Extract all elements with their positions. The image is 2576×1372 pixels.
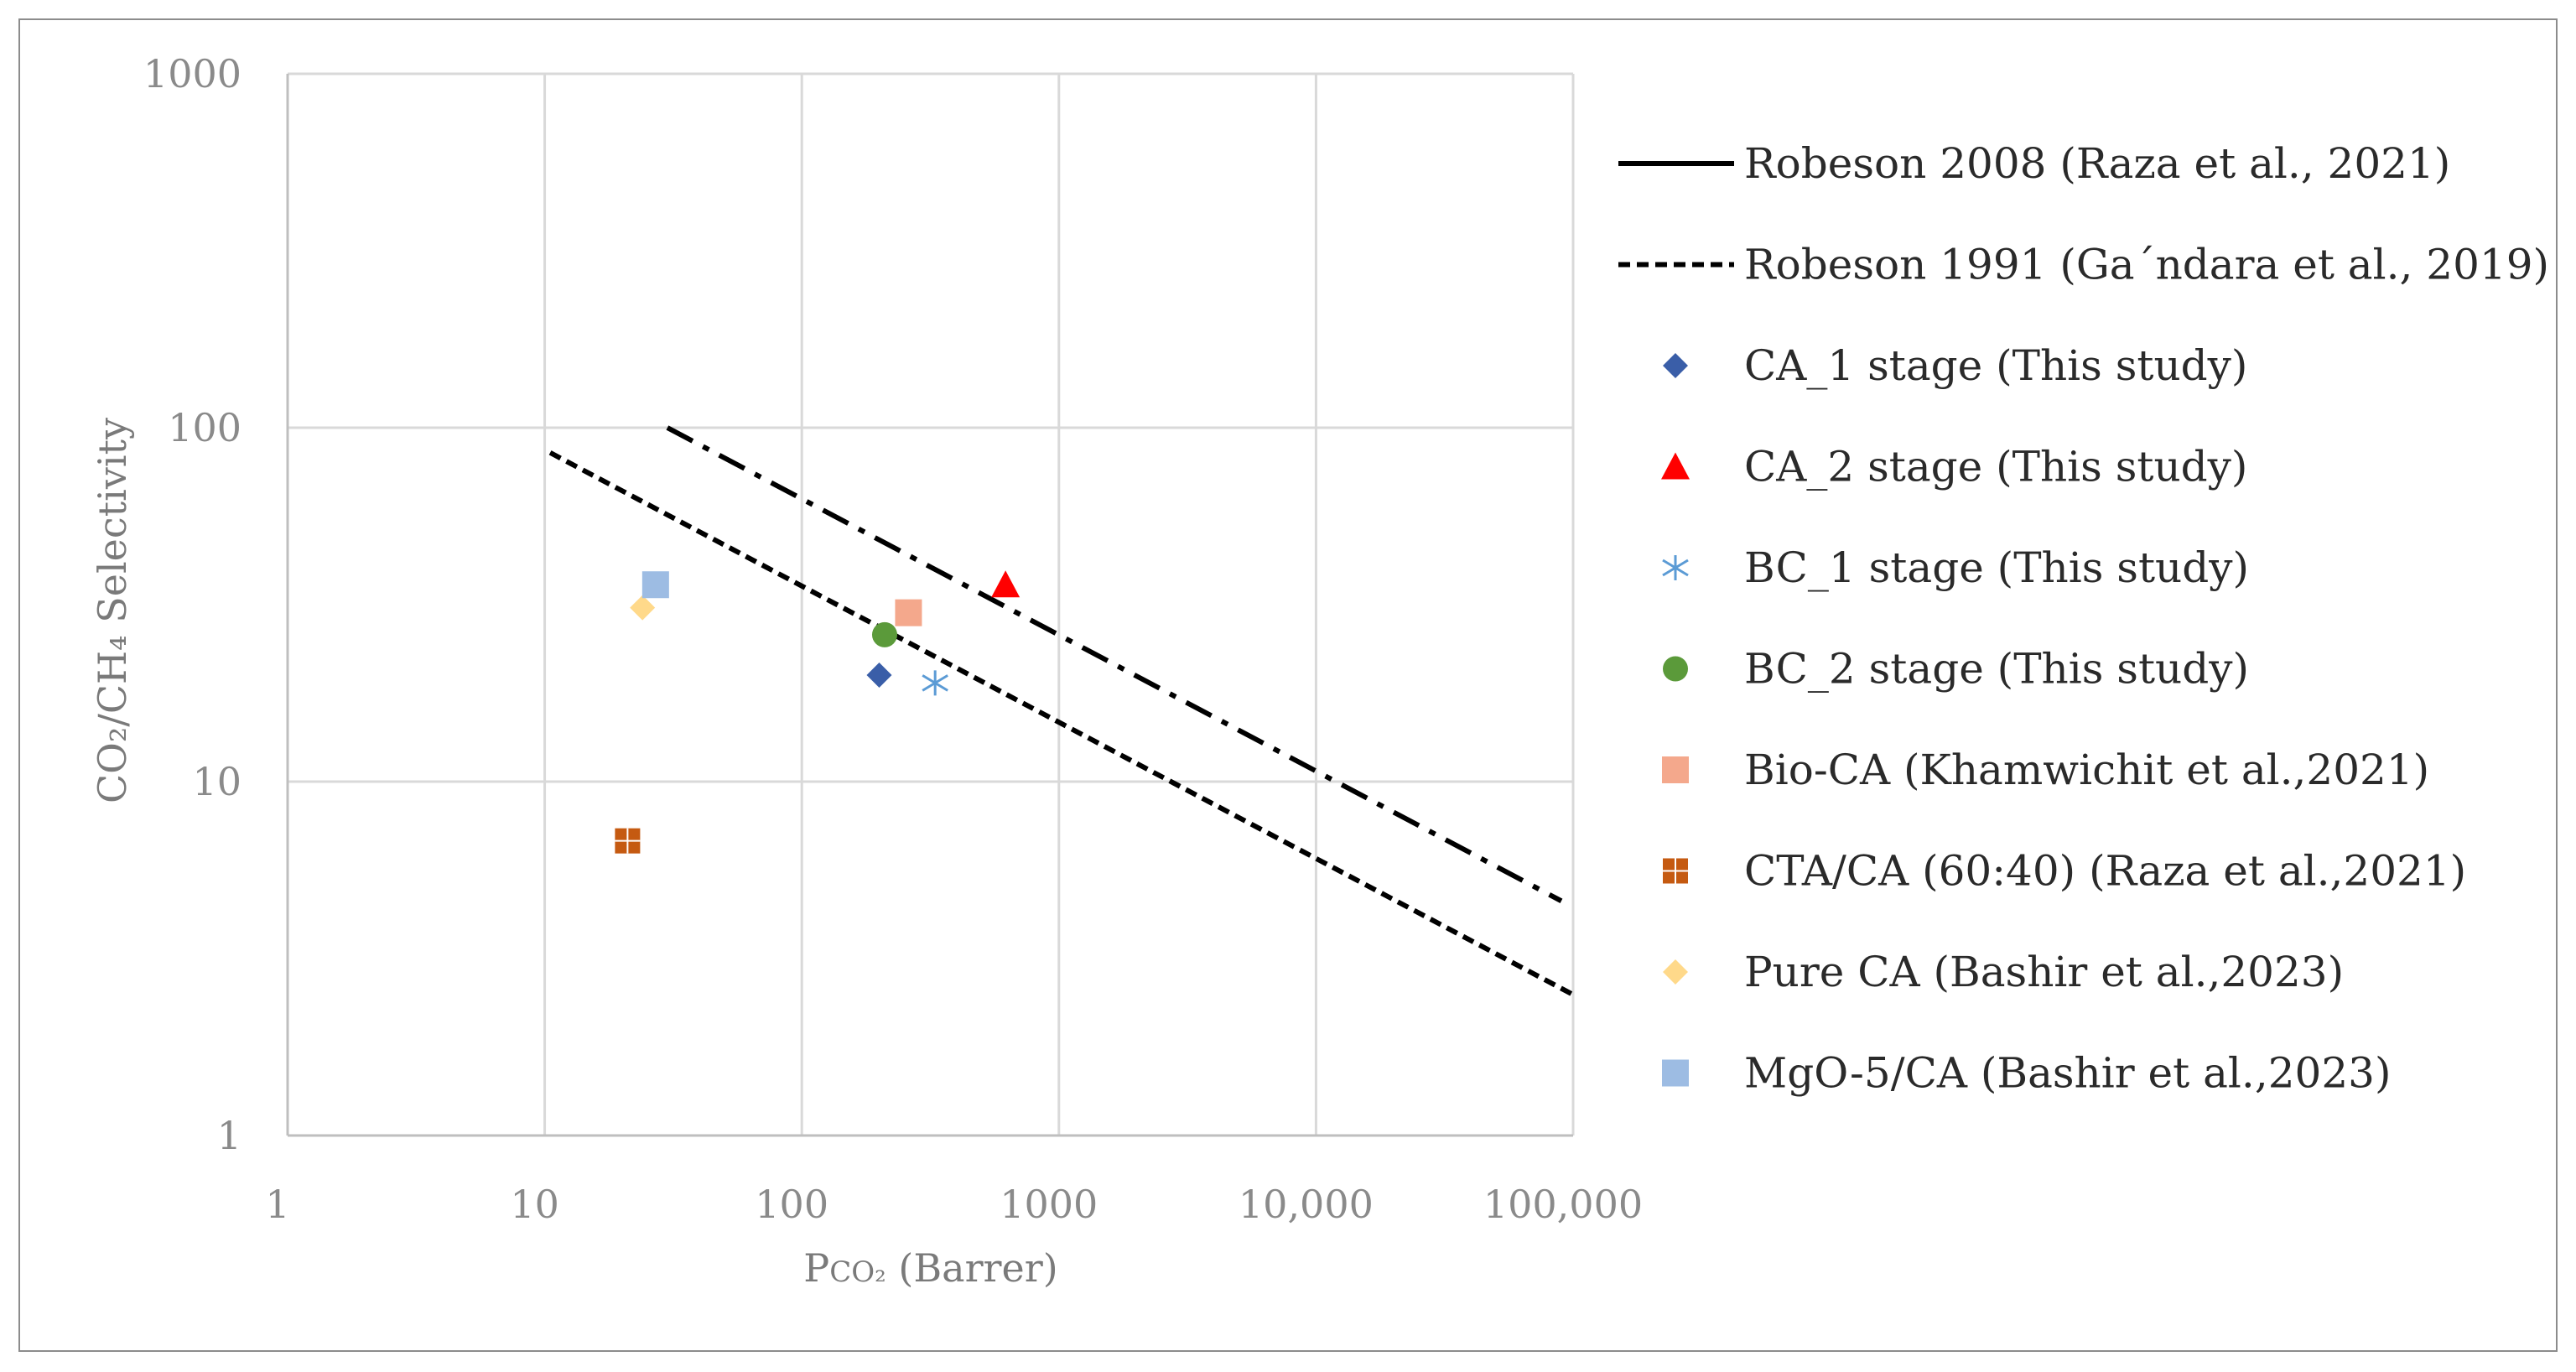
- legend-label: Pure CA (Bashir et al.,2023): [1744, 948, 2344, 996]
- legend-label: CTA/CA (60:40) (Raza et al.,2021): [1744, 847, 2466, 896]
- tick-labels: 1 10 100 1000 10,000 100,000 1 10 100 1000: [143, 51, 1643, 1227]
- data-point-6: [630, 595, 656, 621]
- x-tick-label: 10,000: [1239, 1182, 1374, 1227]
- y-tick-label: 100: [168, 405, 242, 450]
- x-tick-label: 100: [755, 1182, 828, 1227]
- legend-label: Bio-CA (Khamwichit et al.,2021): [1744, 746, 2429, 794]
- data-point-4: [895, 599, 922, 626]
- y-axis-label: CO₂/CH₄ Selectivity: [90, 418, 135, 803]
- legend-label: CA_1 stage (This study): [1744, 341, 2247, 390]
- legend-swatch-marker: [1662, 555, 1689, 580]
- data-point-1: [991, 570, 1021, 598]
- data-point-2-stroke: [922, 674, 948, 692]
- legend-label: BC_2 stage (This study): [1744, 645, 2249, 694]
- legend-label: Robeson 1991 (Ga´ndara et al., 2019): [1744, 241, 2549, 289]
- data-point-0: [866, 662, 892, 688]
- legend-swatch-marker: [1663, 656, 1688, 682]
- x-tick-label: 1: [265, 1182, 289, 1227]
- data-point-5: [615, 828, 641, 854]
- legend-label: Robeson 2008 (Raza et al., 2021): [1744, 139, 2450, 188]
- legend-label: CA_2 stage (This study): [1744, 443, 2247, 491]
- data-point-7: [641, 571, 669, 599]
- robeson-2008-line: [666, 425, 1563, 903]
- legend-swatch-marker: [1663, 959, 1688, 985]
- robeson-1991-line: [548, 450, 1575, 997]
- legend: Robeson 2008 (Raza et al., 2021) Robeson …: [1618, 139, 2549, 1098]
- y-tick-label: 10: [192, 759, 242, 804]
- x-tick-label: 1000: [1000, 1182, 1098, 1227]
- x-axis-label-prefix: P: [803, 1245, 829, 1291]
- y-tick-label: 1: [217, 1113, 242, 1158]
- legend-swatch-marker: [1663, 353, 1688, 378]
- legend-swatch-marker: [1661, 452, 1690, 480]
- x-axis-label-sub: CO₂: [829, 1255, 886, 1289]
- data-points: [615, 570, 1021, 854]
- legend-swatch-marker-stroke: [1662, 559, 1689, 577]
- legend-swatch-marker: [1663, 858, 1688, 884]
- chart-frame: [18, 18, 2558, 1352]
- data-point-3: [871, 621, 897, 647]
- x-tick-label: 10: [510, 1182, 559, 1227]
- legend-swatch-marker: [1662, 1059, 1689, 1087]
- x-axis-label-suffix: (Barrer): [886, 1245, 1058, 1291]
- legend-label: MgO-5/CA (Bashir et al.,2023): [1744, 1049, 2391, 1098]
- data-point-2: [922, 670, 948, 696]
- grid: [286, 72, 1575, 1137]
- legend-label: BC_1 stage (This study): [1744, 543, 2249, 592]
- reference-lines: [548, 425, 1575, 997]
- y-tick-label: 1000: [143, 51, 242, 96]
- legend-swatch-marker: [1662, 756, 1689, 783]
- x-axis-label: PCO₂ (Barrer): [803, 1245, 1057, 1291]
- x-tick-label: 100,000: [1483, 1182, 1643, 1227]
